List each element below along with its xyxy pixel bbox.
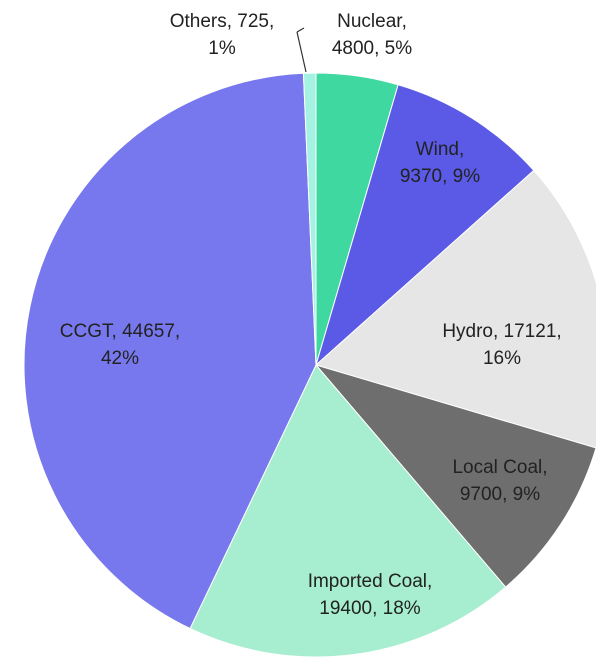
- leader-line: [296, 27, 305, 33]
- data-label: Nuclear,: [337, 11, 407, 32]
- data-label: 42%: [101, 348, 139, 369]
- data-label: Imported Coal,: [308, 571, 433, 592]
- pie-slice: [23, 72, 317, 630]
- data-label: Local Coal,: [452, 457, 547, 478]
- pie-slice: [314, 364, 596, 588]
- data-label: Others, 725,: [170, 11, 275, 32]
- data-label: 9700, 9%: [460, 484, 540, 505]
- pie-slice: [314, 169, 596, 449]
- data-label: 19400, 18%: [319, 598, 421, 619]
- pie-slice: [189, 364, 507, 658]
- data-label: 4800, 5%: [332, 38, 412, 59]
- data-label: 1%: [208, 38, 236, 59]
- pie-slice: [315, 84, 535, 367]
- pie-slice: [302, 72, 317, 366]
- data-label: Wind,: [416, 139, 465, 160]
- leader-line: [296, 31, 307, 73]
- data-label: 16%: [483, 348, 521, 369]
- data-label: Hydro, 17121,: [442, 321, 561, 342]
- data-label: 9370, 9%: [400, 166, 480, 187]
- data-label: CCGT, 44657,: [60, 321, 180, 342]
